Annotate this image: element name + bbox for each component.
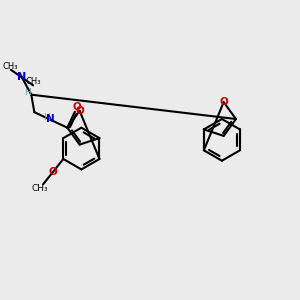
Text: N: N	[17, 72, 26, 82]
Text: O: O	[75, 106, 84, 116]
Text: O: O	[49, 167, 57, 177]
Text: CH₃: CH₃	[32, 184, 48, 193]
Text: H: H	[43, 113, 50, 122]
Text: O: O	[219, 97, 228, 107]
Text: N: N	[46, 114, 55, 124]
Text: CH₃: CH₃	[3, 62, 18, 71]
Text: O: O	[73, 102, 82, 112]
Text: H: H	[25, 88, 31, 97]
Text: CH₃: CH₃	[26, 77, 41, 86]
